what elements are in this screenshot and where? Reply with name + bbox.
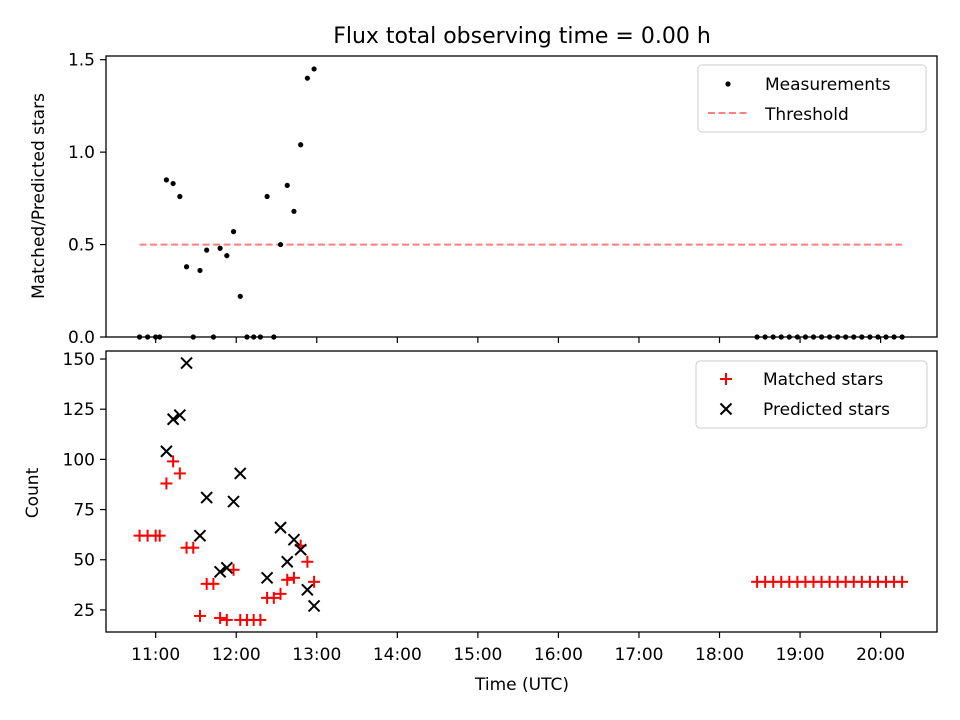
matched-star-point (287, 571, 300, 584)
bottom-x-tick-label: 15:00 (453, 645, 502, 665)
legend-matched-marker (720, 373, 732, 385)
predicted-star-point (301, 583, 314, 597)
bottom-x-tick-label: 11:00 (131, 645, 180, 665)
bottom-y-tick-label: 75 (73, 501, 95, 521)
top-y-tick-label: 1.0 (68, 143, 95, 163)
measurement-point (304, 75, 310, 81)
top-y-axis-label: Matched/Predicted stars (29, 93, 49, 299)
bottom-y-axis-label: Count (23, 467, 43, 518)
top-panel: 0.0 0.5 1.0 1.5 Matched/Predicted stars Mea… (29, 51, 938, 348)
bottom-y-ticks: 25 50 75 100 125 150 (63, 350, 106, 621)
figure-title: Flux total observing time = 0.00 h (333, 24, 711, 49)
predicted-star-point (193, 529, 207, 542)
measurement-point (183, 264, 190, 270)
matched-star-point (220, 613, 233, 626)
top-x-ticks (155, 337, 882, 343)
bottom-y-tick-label: 125 (63, 400, 95, 420)
predicted-star-point (200, 491, 213, 504)
bottom-legend-box (695, 360, 928, 429)
bottom-axes-frame (105, 350, 938, 633)
predicted-star-point (220, 561, 234, 574)
measurement-point (230, 229, 237, 235)
measurement-point (311, 66, 317, 72)
measurement-point (204, 247, 210, 253)
predicted-star-point (166, 413, 180, 426)
predicted-star-point (173, 409, 187, 422)
predicted-star-point (213, 565, 227, 578)
measurement-point (217, 245, 223, 251)
measurement-point (277, 241, 284, 248)
top-y-ticks: 0.0 0.5 1.0 1.5 (68, 51, 106, 348)
top-legend: Measurements Threshold (697, 64, 927, 133)
bottom-panel: 25 50 75 100 125 150 11:00 12:00 13:00 14:00 15:0… (23, 350, 938, 695)
legend-matched-label: Matched stars (763, 370, 883, 390)
matched-star-point (193, 609, 206, 622)
bottom-x-tick-label: 16:00 (534, 645, 583, 665)
bottom-x-tick-label: 14:00 (373, 645, 422, 665)
bottom-plot-area (133, 356, 909, 626)
bottom-x-tick-label: 13:00 (292, 645, 341, 665)
top-y-tick-label: 0.0 (68, 328, 95, 348)
top-y-tick-label: 1.5 (68, 51, 95, 71)
bottom-x-tick-label: 18:00 (695, 645, 744, 665)
legend-threshold-label: Threshold (764, 105, 849, 125)
measurement-point (177, 193, 183, 200)
matched-star-point (160, 477, 173, 490)
bottom-x-tick-label: 17:00 (614, 645, 663, 665)
matched-star-point (153, 529, 166, 542)
bottom-y-tick-label: 25 (73, 601, 95, 621)
legend-measurements-marker (725, 81, 731, 87)
measurement-point (291, 208, 297, 214)
matched-star-point (301, 555, 314, 568)
matched-star-point (214, 611, 227, 624)
matched-star-point (207, 577, 220, 590)
predicted-star-point (307, 599, 321, 613)
measurement-point (284, 182, 290, 189)
measurement-point (298, 142, 304, 148)
predicted-star-point (160, 445, 173, 458)
legend-plus-glyph (720, 373, 732, 385)
measurement-point (170, 180, 176, 187)
matched-star-point (274, 587, 287, 600)
predicted-star-point (234, 467, 247, 480)
x-axis-label: Time (UTC) (474, 675, 569, 695)
bottom-x-ticks: 11:00 12:00 13:00 14:00 15:00 16:00 17:00 18:00… (131, 632, 905, 665)
matched-star-point (167, 455, 180, 468)
matched-star-point (896, 575, 909, 588)
measurement-point (224, 253, 230, 259)
bottom-x-tick-label: 19:00 (776, 645, 825, 665)
bottom-y-tick-label: 150 (63, 350, 95, 370)
measurement-point (237, 293, 243, 299)
matched-star-point (308, 575, 321, 588)
bottom-y-tick-label: 50 (73, 551, 95, 571)
matched-star-point (173, 467, 186, 480)
measurement-point (197, 267, 203, 274)
matched-star-point (254, 613, 267, 626)
measurement-point (163, 177, 170, 183)
legend-predicted-marker (719, 402, 733, 416)
predicted-star-point (274, 521, 287, 534)
legend-predicted-label: Predicted stars (763, 400, 890, 420)
predicted-star-point (260, 571, 274, 585)
predicted-star-point (294, 543, 307, 556)
matched-star-point (281, 573, 294, 586)
top-legend-box (697, 64, 927, 133)
top-y-tick-label: 0.5 (68, 236, 95, 256)
matched-star-point (267, 591, 280, 604)
predicted-star-point (227, 495, 240, 508)
measurement-point (264, 193, 270, 200)
legend-measurements-label: Measurements (765, 75, 891, 95)
predicted-star-point (281, 555, 294, 568)
bottom-legend: Matched stars Predicted stars (695, 360, 928, 429)
matched-star-point (187, 541, 200, 554)
bottom-x-tick-label: 20:00 (856, 645, 905, 665)
predicted-star-point (287, 533, 301, 546)
bottom-x-tick-label: 12:00 (212, 645, 261, 665)
bottom-y-tick-label: 100 (63, 450, 95, 470)
top-axes-frame (105, 55, 938, 338)
predicted-star-point (180, 356, 193, 370)
legend-cross-glyph (719, 402, 733, 416)
